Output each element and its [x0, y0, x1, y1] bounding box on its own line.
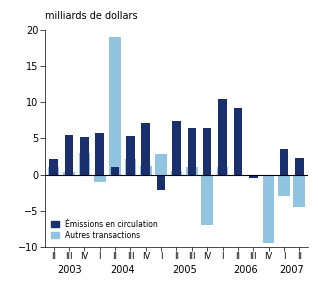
Bar	[80, 137, 89, 175]
Bar	[233, 108, 242, 175]
Bar	[142, 123, 150, 175]
Bar	[111, 167, 120, 175]
Bar	[171, 171, 182, 175]
Bar	[186, 167, 197, 175]
Bar	[140, 166, 152, 175]
Bar	[65, 135, 73, 175]
Bar	[48, 167, 59, 175]
Text: 2005: 2005	[172, 265, 197, 275]
Bar	[295, 158, 304, 175]
Bar	[218, 99, 227, 175]
Text: 2003: 2003	[57, 265, 81, 275]
Text: 2004: 2004	[110, 265, 135, 275]
Bar	[188, 128, 196, 175]
Bar	[201, 175, 213, 225]
Bar	[172, 121, 181, 175]
Bar	[49, 159, 58, 175]
Bar	[203, 128, 211, 175]
Bar	[125, 159, 136, 175]
Bar	[217, 167, 228, 175]
Bar	[157, 175, 165, 191]
Bar	[95, 133, 104, 175]
Text: milliards de dollars: milliards de dollars	[45, 11, 137, 21]
Bar	[263, 175, 274, 243]
Bar	[63, 172, 75, 175]
Text: 2007: 2007	[279, 265, 304, 275]
Text: 2006: 2006	[233, 265, 258, 275]
Bar	[249, 175, 258, 178]
Bar	[280, 149, 288, 175]
Legend: Émissions en circulation, Autres transactions: Émissions en circulation, Autres transac…	[48, 217, 161, 243]
Bar	[278, 175, 290, 196]
Bar	[126, 135, 135, 175]
Bar	[109, 37, 121, 175]
Bar	[94, 175, 106, 182]
Bar	[79, 153, 90, 175]
Bar	[156, 154, 167, 175]
Bar	[294, 175, 305, 207]
